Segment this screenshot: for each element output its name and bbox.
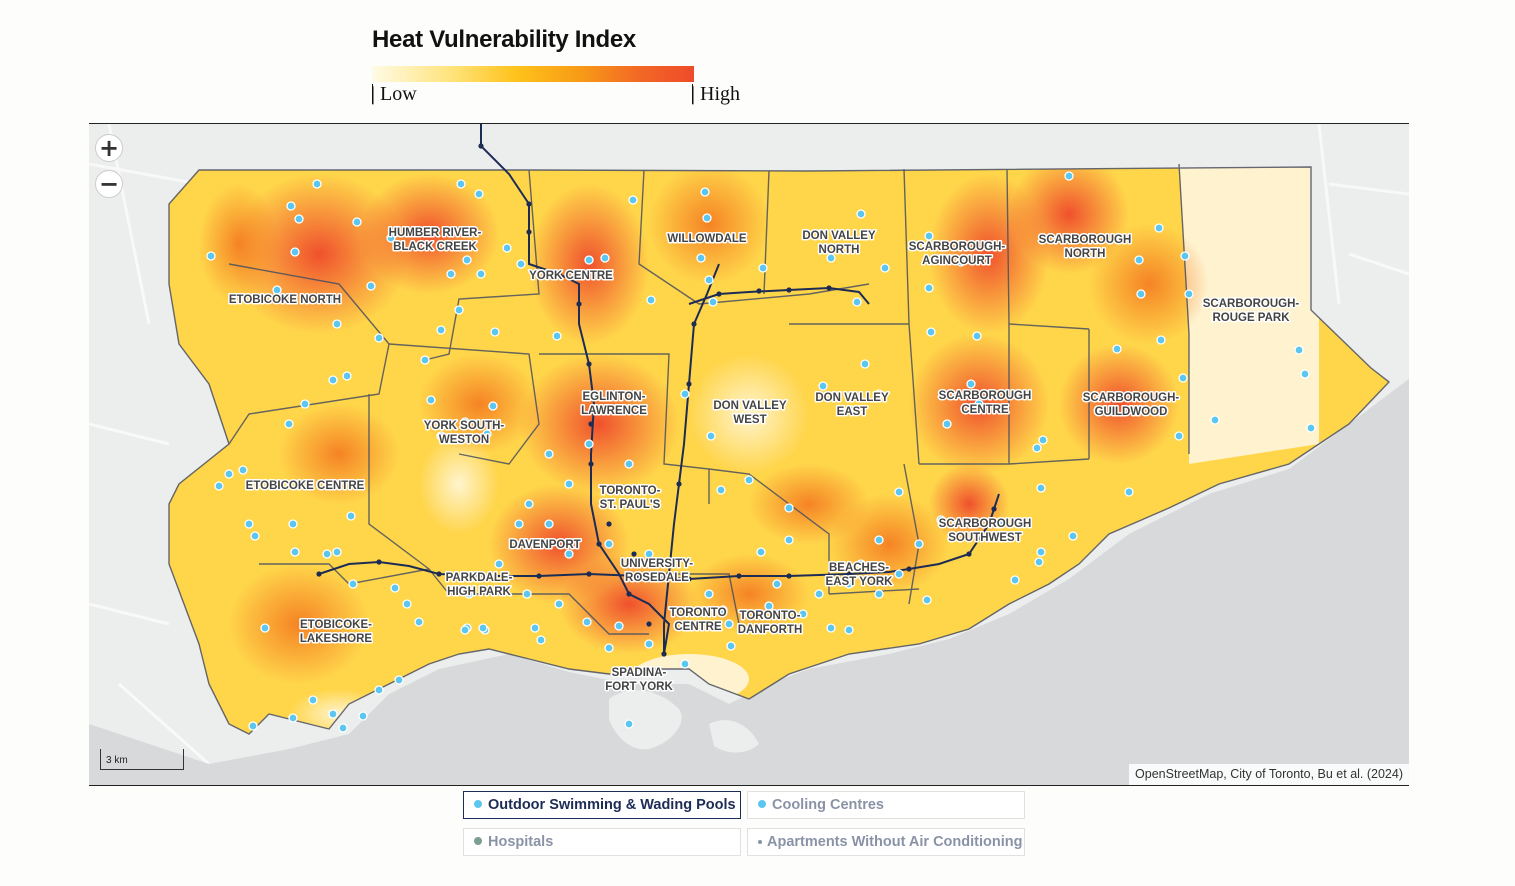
filter-cooling-centres-button[interactable]: Cooling Centres [747, 791, 1025, 819]
map-canvas: HUMBER RIVER-BLACK CREEK WILLOWDALE DON … [89, 124, 1409, 785]
cooling-centre-dot-icon [758, 800, 766, 808]
pool-points[interactable] [206, 171, 1316, 733]
svg-text:WILLOWDALE: WILLOWDALE [667, 233, 747, 245]
filter-apartments-button[interactable]: Apartments Without Air Conditioning [747, 828, 1025, 856]
svg-text:SCARBOROUGH-GUILDWOOD: SCARBOROUGH-GUILDWOOD [1083, 392, 1180, 418]
svg-text:SPADINA-FORT YORK: SPADINA-FORT YORK [605, 667, 673, 693]
svg-text:YORK SOUTH-WESTON: YORK SOUTH-WESTON [424, 420, 505, 446]
filter-pools-button[interactable]: Outdoor Swimming & Wading Pools [463, 791, 741, 819]
filter-label: Outdoor Swimming & Wading Pools [488, 797, 736, 813]
legend-color-ramp [372, 66, 694, 82]
filter-label: Hospitals [488, 834, 554, 850]
zoom-out-button[interactable]: − [95, 170, 123, 198]
svg-text:DAVENPORT: DAVENPORT [509, 539, 580, 551]
svg-text:TORONTO-DANFORTH: TORONTO-DANFORTH [738, 610, 803, 636]
hospital-dot-icon [474, 837, 482, 845]
scale-label: 3 km [106, 755, 128, 766]
pool-dot-icon [474, 800, 482, 808]
svg-text:YORK CENTRE: YORK CENTRE [529, 270, 613, 282]
legend-title: Heat Vulnerability Index [372, 26, 636, 53]
svg-text:TORONTO-ST. PAUL'S: TORONTO-ST. PAUL'S [600, 485, 661, 511]
legend-high-label: | High [691, 83, 741, 105]
transit-stations [316, 143, 997, 657]
svg-text:EGLINTON-LAWRENCE: EGLINTON-LAWRENCE [581, 391, 647, 417]
legend-low-label: | Low [371, 83, 417, 105]
filter-label: Cooling Centres [772, 797, 884, 813]
map-attribution: OpenStreetMap, City of Toronto, Bu et al… [1129, 764, 1409, 785]
filter-label: Apartments Without Air Conditioning [767, 834, 1023, 850]
svg-text:ETOBICOKE CENTRE: ETOBICOKE CENTRE [246, 480, 365, 492]
svg-text:ETOBICOKE-LAKESHORE: ETOBICOKE-LAKESHORE [300, 619, 373, 645]
svg-text:HUMBER RIVER-BLACK CREEK: HUMBER RIVER-BLACK CREEK [389, 227, 482, 253]
svg-text:SCARBOROUGH-AGINCOURT: SCARBOROUGH-AGINCOURT [909, 241, 1006, 267]
svg-text:UNIVERSITY-ROSEDALE: UNIVERSITY-ROSEDALE [621, 558, 693, 584]
scale-bar: 3 km [100, 749, 184, 770]
neighbourhood-labels: HUMBER RIVER-BLACK CREEK WILLOWDALE DON … [227, 226, 1301, 695]
svg-text:PARKDALE-HIGH PARK: PARKDALE-HIGH PARK [446, 572, 513, 598]
svg-text:SCARBOROUGH-ROUGE PARK: SCARBOROUGH-ROUGE PARK [1203, 298, 1300, 324]
svg-text:ETOBICOKE NORTH: ETOBICOKE NORTH [229, 294, 341, 306]
filter-hospitals-button[interactable]: Hospitals [463, 828, 741, 856]
svg-text:BEACHES-EAST YORK: BEACHES-EAST YORK [826, 562, 894, 588]
heat-vulnerability-map[interactable]: HUMBER RIVER-BLACK CREEK WILLOWDALE DON … [89, 123, 1409, 786]
apartment-dot-icon [758, 840, 762, 844]
zoom-in-button[interactable]: + [95, 134, 123, 162]
layer-filters: Outdoor Swimming & Wading Pools Cooling … [463, 791, 1029, 859]
